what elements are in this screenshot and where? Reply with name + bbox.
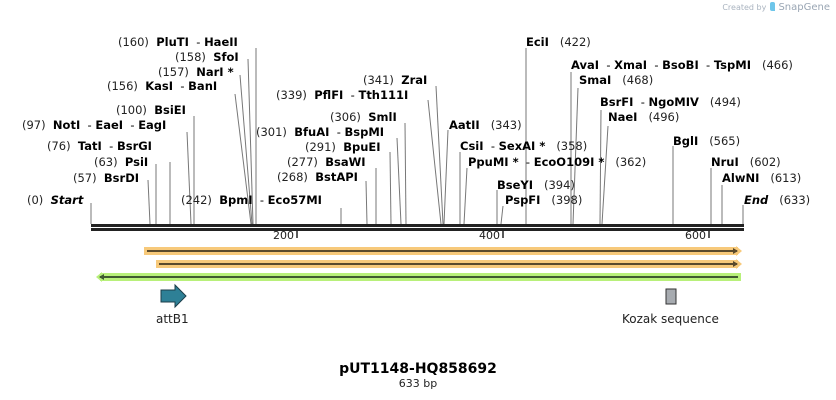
enzyme-label-bsawi[interactable]: (277) BsaWI: [287, 155, 366, 169]
enzyme-label-bfuai-bspmi[interactable]: (301) BfuAI - BspMI: [256, 125, 385, 139]
sequence-backbone-top: [91, 224, 744, 227]
primer-reverse[interactable]: [96, 272, 741, 282]
enzyme-label-alwni[interactable]: AlwNI (613): [722, 171, 802, 185]
kozak-feature-box-icon[interactable]: [665, 288, 677, 305]
enzyme-label-bsrfi-ngomiv[interactable]: BsrFI - NgoMIV (494): [600, 95, 741, 109]
enzyme-label-aatii[interactable]: AatII (343): [449, 118, 522, 132]
enzyme-label-naei[interactable]: NaeI (496): [608, 110, 680, 124]
enzyme-label-ecii[interactable]: EciI (422): [526, 35, 591, 49]
sequence-start-label: (0) Start: [27, 193, 84, 207]
enzyme-label-bseyi[interactable]: BseYI (394): [497, 178, 575, 192]
enzyme-label-nari[interactable]: (157) NarI *: [158, 65, 234, 79]
enzyme-label-pluti-haeii[interactable]: (160) PluTI - HaeII: [118, 35, 238, 49]
enzyme-label-pspfi[interactable]: PspFI (398): [505, 193, 583, 207]
sequence-title: pUT1148-HQ858692: [339, 361, 497, 377]
sequence-backbone-bottom: [91, 228, 744, 231]
enzyme-label-smli[interactable]: (306) SmlI: [330, 110, 397, 124]
sequence-end-label: End (633): [744, 193, 811, 207]
ruler-label-400: 400: [479, 229, 500, 242]
enzyme-label-zrai[interactable]: (341) ZraI: [363, 73, 428, 87]
enzyme-label-noti-eaei-eagi[interactable]: (97) NotI - EaeI - EagI: [22, 118, 167, 132]
enzyme-label-pflfi-tth111i[interactable]: (339) PflFI - Tth111I: [276, 88, 409, 102]
ruler-label-200: 200: [273, 229, 294, 242]
sequence-length: 633 bp: [398, 377, 438, 390]
enzyme-label-ppumi-ecoo109i[interactable]: PpuMI * - EcoO109I * (362): [468, 155, 647, 169]
enzyme-label-smai[interactable]: SmaI (468): [579, 73, 654, 87]
snapgene-logo-icon: [769, 2, 775, 11]
enzyme-label-tati-bsrgi[interactable]: (76) TatI - BsrGI: [47, 139, 152, 153]
enzyme-label-sfoi[interactable]: (158) SfoI: [175, 50, 239, 64]
feature-label-attb1[interactable]: attB1: [156, 312, 189, 326]
feature-label-kozak[interactable]: Kozak sequence: [622, 312, 719, 326]
enzyme-label-psii[interactable]: (63) PsiI: [94, 155, 149, 169]
enzyme-label-bsrdi[interactable]: (57) BsrDI: [73, 171, 140, 185]
enzyme-label-avai-xmai-bsobi-tspmi[interactable]: AvaI - XmaI - BsoBI - TspMI (466): [571, 58, 793, 72]
enzyme-label-bpuei[interactable]: (291) BpuEI: [305, 140, 381, 154]
enzyme-label-csii-sexai[interactable]: CsiI - SexAI * (358): [460, 139, 588, 153]
watermark: Created by SnapGene: [722, 2, 830, 13]
primer-forward-1[interactable]: [144, 246, 742, 256]
enzyme-label-bgli[interactable]: BglI (565): [673, 134, 741, 148]
enzyme-label-nrui[interactable]: NruI (602): [711, 155, 781, 169]
ruler-label-600: 600: [685, 229, 706, 242]
enzyme-label-bsiei[interactable]: (100) BsiEI: [116, 103, 186, 117]
enzyme-label-kasi-bani[interactable]: (156) KasI - BanI: [107, 79, 218, 93]
attb1-feature-arrow-icon[interactable]: [160, 283, 187, 309]
primer-forward-2[interactable]: [156, 259, 742, 269]
enzyme-label-bpmi-eco57mi[interactable]: (242) BpmI - Eco57MI: [181, 193, 322, 207]
enzyme-label-bstapi[interactable]: (268) BstAPI: [277, 170, 358, 184]
